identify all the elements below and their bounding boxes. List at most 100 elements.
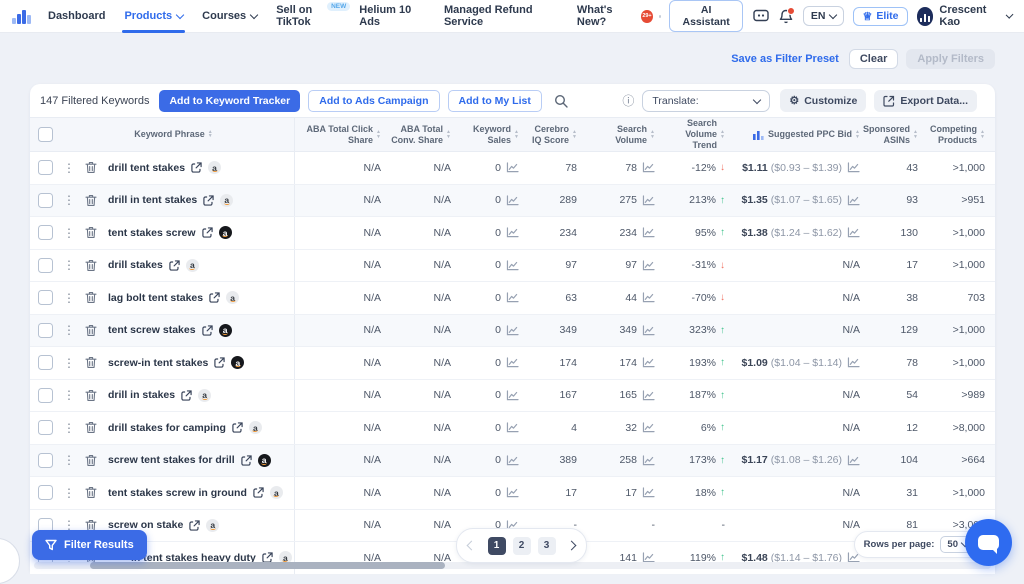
keyword-sales-header[interactable]: Keyword Sales ▲ ▼ [473, 123, 519, 145]
feedback-icon[interactable] [753, 9, 769, 23]
aba-click-share-header[interactable]: ABA Total Click Share ▲ ▼ [306, 123, 381, 145]
language-select[interactable]: EN [802, 6, 845, 26]
nav-item-helium10-ads[interactable]: Helium 10 Ads [359, 4, 412, 28]
amazon-badge-icon[interactable]: a [206, 518, 220, 532]
delete-icon[interactable] [85, 486, 97, 499]
row-checkbox[interactable] [38, 225, 53, 241]
add-to-my-list-button[interactable]: Add to My List [447, 89, 542, 112]
kebab-menu-icon[interactable]: ⋮ [63, 193, 75, 208]
helium10-logo-icon[interactable] [12, 9, 32, 24]
suggested-ppc-bid-header[interactable]: Suggested PPC Bid ▲ ▼ [735, 118, 870, 151]
ai-assistant-button[interactable]: AI Assistant [669, 0, 743, 32]
aba-conv-share-header[interactable]: ABA Total Conv. Share ▲ ▼ [391, 123, 451, 145]
clear-filters-button[interactable]: Clear [848, 49, 899, 69]
avatar[interactable] [916, 6, 934, 26]
info-icon[interactable]: ⓘ [622, 94, 635, 108]
page-button-3[interactable]: 3 [537, 536, 556, 555]
nav-item-products[interactable]: Products [122, 0, 185, 33]
delete-icon[interactable] [85, 161, 97, 174]
amazon-badge-icon[interactable]: a [269, 486, 283, 500]
delete-icon[interactable] [85, 259, 97, 272]
scrollbar-thumb[interactable] [90, 562, 445, 569]
row-checkbox[interactable] [38, 355, 53, 371]
kebab-menu-icon[interactable]: ⋮ [63, 258, 75, 273]
page-button-1[interactable]: 1 [487, 536, 506, 555]
row-checkbox[interactable] [38, 257, 53, 273]
chat-widget-button[interactable] [965, 519, 1012, 566]
plan-badge-button[interactable]: ♕ Elite [853, 6, 908, 26]
amazon-badge-icon[interactable]: a [231, 356, 245, 370]
delete-icon[interactable] [85, 454, 97, 467]
sponsored-asins-header[interactable]: Sponsored ASINs ▲ ▼ [863, 123, 918, 145]
row-checkbox[interactable] [38, 387, 53, 403]
delete-icon[interactable] [85, 194, 97, 207]
previous-page-icon[interactable] [466, 540, 477, 551]
delete-icon[interactable] [85, 421, 97, 434]
amazon-badge-icon[interactable]: a [248, 421, 262, 435]
external-link-icon[interactable] [181, 390, 192, 401]
customize-button[interactable]: ⚙ Customize [780, 89, 867, 112]
row-checkbox[interactable] [38, 290, 53, 306]
whats-new-link[interactable]: What's New? [576, 4, 613, 28]
kebab-menu-icon[interactable]: ⋮ [63, 355, 75, 370]
external-link-icon[interactable] [214, 357, 226, 368]
kebab-menu-icon[interactable]: ⋮ [63, 485, 75, 500]
next-page-icon[interactable] [566, 540, 577, 551]
external-link-icon[interactable] [203, 195, 214, 206]
kebab-menu-icon[interactable]: ⋮ [63, 388, 75, 403]
amazon-badge-icon[interactable]: a [226, 291, 240, 305]
translate-select[interactable]: Translate: [642, 89, 771, 112]
external-link-icon[interactable] [253, 487, 264, 498]
kebab-menu-icon[interactable]: ⋮ [63, 323, 75, 338]
kebab-menu-icon[interactable]: ⋮ [63, 518, 75, 533]
row-checkbox[interactable] [38, 452, 53, 468]
competing-products-header[interactable]: Competing Products ▲ ▼ [930, 123, 985, 145]
amazon-badge-icon[interactable]: a [198, 388, 212, 402]
kebab-menu-icon[interactable]: ⋮ [63, 225, 75, 240]
cerebro-iq-header[interactable]: Cerebro IQ Score ▲ ▼ [532, 123, 577, 145]
external-link-icon[interactable] [169, 260, 180, 271]
external-link-icon[interactable] [201, 325, 213, 336]
kebab-menu-icon[interactable]: ⋮ [63, 160, 75, 175]
select-all-checkbox[interactable] [38, 127, 53, 142]
delete-icon[interactable] [85, 291, 97, 304]
delete-icon[interactable] [85, 324, 97, 337]
delete-icon[interactable] [85, 356, 97, 369]
row-checkbox[interactable] [38, 160, 53, 176]
kebab-menu-icon[interactable]: ⋮ [63, 453, 75, 468]
amazon-badge-icon[interactable]: a [278, 551, 292, 565]
search-volume-header[interactable]: Search Volume ▲ ▼ [615, 123, 655, 145]
delete-icon[interactable] [85, 389, 97, 402]
filter-results-button[interactable]: Filter Results [32, 530, 147, 560]
notifications-bell-icon[interactable] [779, 6, 795, 24]
amazon-badge-icon[interactable]: a [208, 161, 222, 175]
row-checkbox[interactable] [38, 322, 53, 338]
external-link-icon[interactable] [262, 552, 273, 563]
page-button-2[interactable]: 2 [512, 536, 531, 555]
add-to-ads-campaign-button[interactable]: Add to Ads Campaign [308, 89, 440, 112]
keyword-phrase-header[interactable]: Keyword Phrase ▲ ▼ [30, 118, 295, 151]
floating-launcher-partial[interactable] [0, 538, 20, 584]
external-link-icon[interactable] [209, 292, 220, 303]
amazon-badge-icon[interactable]: a [218, 226, 232, 240]
add-to-keyword-tracker-button[interactable]: Add to Keyword Tracker [159, 89, 301, 112]
row-checkbox[interactable] [38, 485, 53, 501]
kebab-menu-icon[interactable]: ⋮ [63, 420, 75, 435]
nav-item-courses[interactable]: Courses [202, 0, 259, 33]
nav-item-managed-refund-service[interactable]: Managed Refund Service [443, 4, 533, 28]
nav-item-sell-on-tiktok[interactable]: Sell on TikTok NEW [276, 0, 351, 33]
amazon-badge-icon[interactable]: a [257, 453, 271, 467]
delete-icon[interactable] [85, 226, 97, 239]
external-link-icon[interactable] [191, 162, 202, 173]
row-checkbox[interactable] [38, 192, 53, 208]
apply-filters-button[interactable]: Apply Filters [906, 49, 995, 69]
row-checkbox[interactable] [38, 420, 53, 436]
kebab-menu-icon[interactable]: ⋮ [63, 290, 75, 305]
nav-item-dashboard[interactable]: Dashboard [48, 10, 106, 22]
save-filter-preset-link[interactable]: Save as Filter Preset [731, 53, 839, 65]
external-link-icon[interactable] [240, 455, 252, 466]
search-icon[interactable] [554, 94, 568, 108]
external-link-icon[interactable] [201, 227, 213, 238]
amazon-badge-icon[interactable]: a [218, 323, 232, 337]
search-volume-trend-header[interactable]: Search Volume Trend ▲ ▼ [685, 118, 725, 150]
